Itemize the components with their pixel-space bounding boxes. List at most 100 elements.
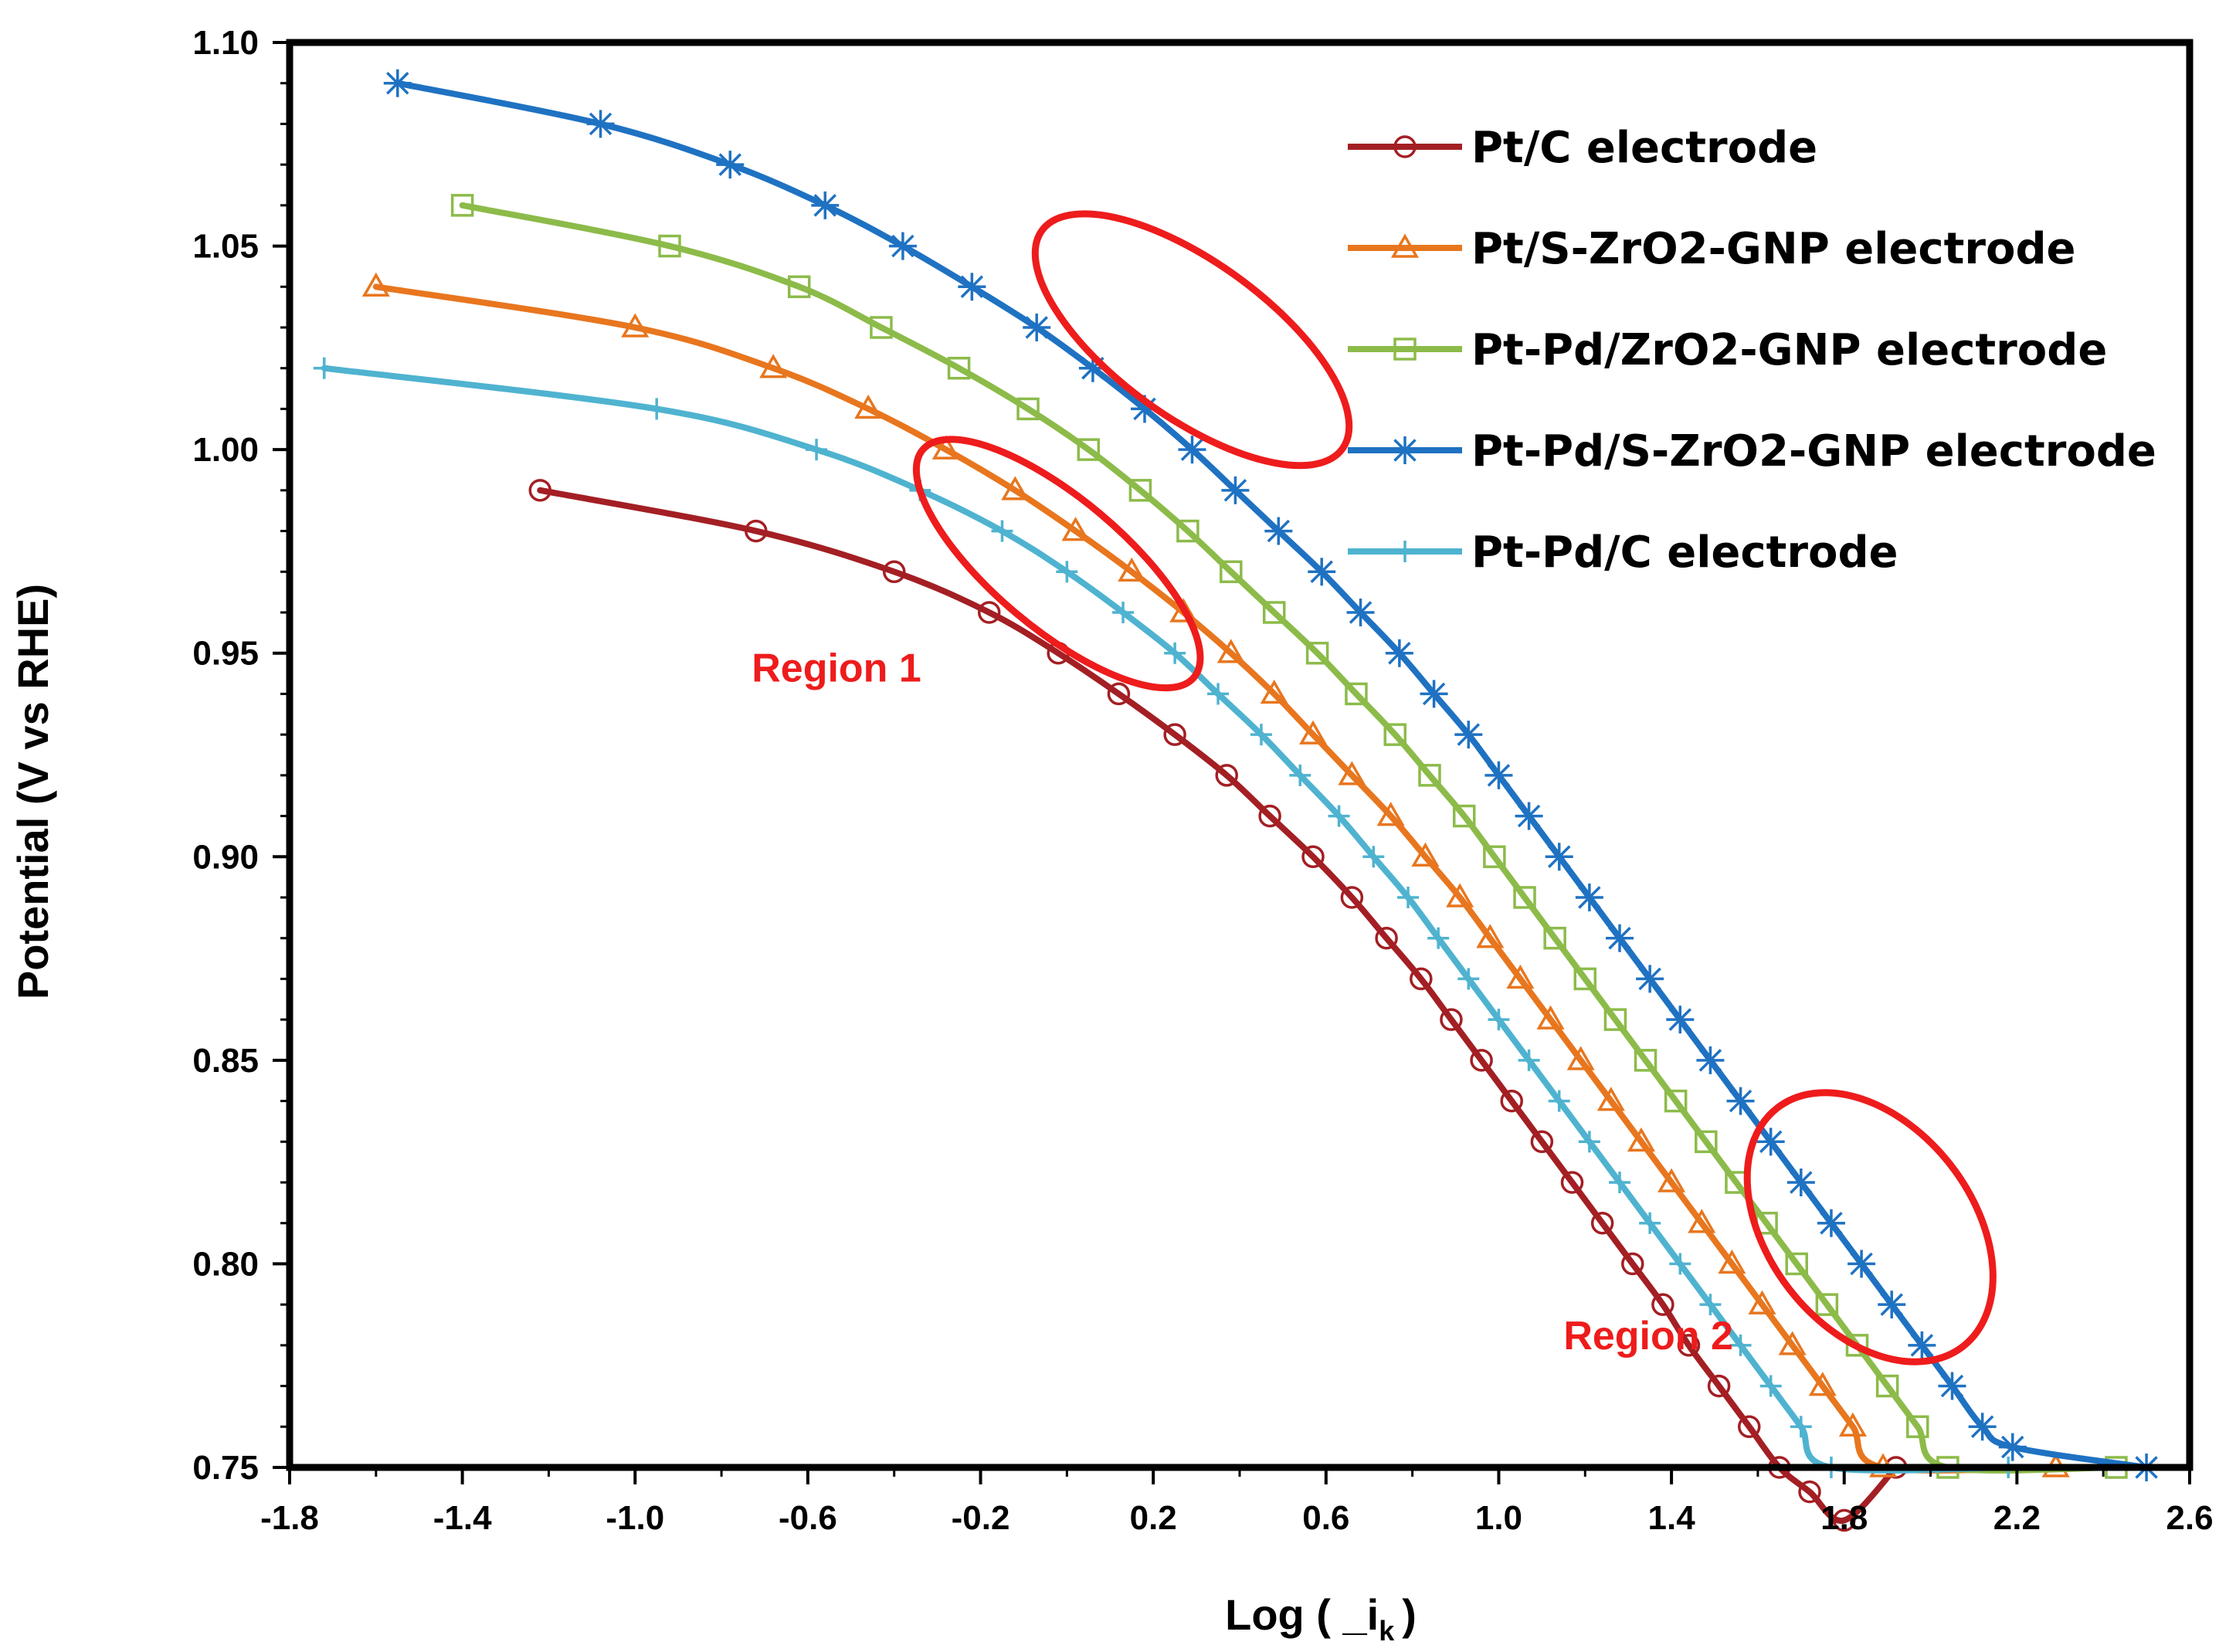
series-line — [321, 365, 2012, 1474]
legend-label: Pt-Pd/C electrode — [1471, 527, 1898, 578]
y-tick-label: 0.95 — [192, 635, 259, 673]
region-label: Region 1 — [752, 646, 921, 691]
data-point-marker — [1056, 561, 1078, 583]
legend-entry: Pt/S-ZrO2-GNP electrode — [1348, 224, 2076, 274]
data-point-marker — [1385, 639, 1413, 667]
data-point-marker — [1566, 1046, 1595, 1070]
data-point-marker — [854, 394, 883, 419]
x-tick-label: 1.0 — [1475, 1499, 1522, 1537]
legend-marker — [1394, 541, 1416, 562]
data-point-marker — [1001, 476, 1030, 500]
data-point-marker — [1621, 1252, 1644, 1276]
data-point-marker — [1536, 1005, 1565, 1030]
data-point-marker — [1420, 680, 1448, 708]
data-point-marker — [1128, 479, 1152, 502]
data-point-marker — [1418, 764, 1441, 787]
data-point-marker — [1759, 1375, 1782, 1397]
data-point-marker — [1726, 1087, 1755, 1115]
y-axis-title: Potential (V vs RHE) — [8, 584, 57, 999]
y-tick-label: 1.00 — [192, 431, 259, 469]
data-point-marker — [1488, 1009, 1510, 1031]
data-point-marker — [1838, 1412, 1867, 1437]
data-point-marker — [1061, 517, 1090, 541]
data-point-marker — [646, 398, 668, 420]
legend-label: Pt/S-ZrO2-GNP electrode — [1471, 224, 2076, 274]
data-point-marker — [811, 191, 840, 219]
data-point-marker — [1362, 846, 1385, 868]
legend-entry: Pt-Pd/ZrO2-GNP electrode — [1348, 325, 2107, 375]
series-0 — [528, 479, 1908, 1532]
data-point-marker — [1636, 965, 1664, 993]
data-point-marker — [1627, 1127, 1655, 1152]
data-point-marker — [1847, 1250, 1876, 1278]
data-point-marker — [1376, 802, 1405, 826]
data-point-marker — [1756, 1128, 1785, 1156]
data-point-marker — [1664, 1089, 1688, 1113]
data-point-marker — [888, 232, 917, 260]
data-point-marker — [1440, 1008, 1463, 1031]
data-point-marker — [1707, 1374, 1731, 1398]
data-point-marker — [586, 110, 615, 138]
data-point-marker — [1737, 1415, 1761, 1439]
data-point-marker — [621, 313, 650, 338]
data-point-marker — [745, 519, 768, 543]
highlight-ellipses — [912, 210, 1997, 1365]
data-point-marker — [1785, 1252, 1808, 1276]
data-point-marker — [1906, 1415, 1929, 1439]
legend-label: Pt-Pd/ZrO2-GNP electrode — [1471, 325, 2107, 375]
data-point-marker — [1506, 964, 1535, 989]
data-point-marker — [1696, 1046, 1725, 1074]
data-point-marker — [313, 357, 335, 379]
x-tick-label: 2.2 — [1993, 1499, 2041, 1537]
data-point-marker — [1454, 721, 1483, 749]
axis-ticks: -1.8 -1.4 -1.0 -0.6 -0.2 0.2 0.6 1.0 1.4 1.8 2.2 2.… — [192, 24, 2213, 1537]
data-point-marker — [1513, 886, 1536, 909]
data-point-marker — [1938, 1372, 1966, 1400]
data-point-marker — [1308, 558, 1336, 586]
data-point-marker — [1383, 723, 1407, 746]
data-point-marker — [1968, 1413, 1997, 1441]
data-point-marker — [528, 479, 552, 502]
legend-entry: Pt/C electrode — [1348, 123, 1817, 173]
x-tick-label: 0.6 — [1302, 1499, 1349, 1537]
data-point-marker — [1515, 802, 1543, 830]
data-point-marker — [1575, 884, 1603, 911]
data-point-marker — [1548, 1090, 1570, 1112]
data-point-marker — [1397, 887, 1420, 908]
data-point-marker — [1609, 1172, 1630, 1193]
x-tick-label: 0.2 — [1130, 1499, 1177, 1537]
series-4 — [313, 357, 2020, 1478]
y-tick-label: 0.85 — [192, 1042, 259, 1080]
data-point-marker — [1669, 1253, 1691, 1275]
data-point-marker — [1500, 1089, 1523, 1113]
data-point-marker — [1817, 1209, 1845, 1237]
x-tick-label: -1.0 — [606, 1499, 664, 1537]
x-tick-label: -0.6 — [779, 1499, 837, 1537]
data-point-marker — [1790, 1416, 1812, 1438]
legend: Pt/C electrode Pt/S-ZrO2-GNP electrode Pt-… — [1348, 123, 2156, 578]
data-point-marker — [1452, 804, 1476, 828]
legend-entry: Pt-Pd/S-ZrO2-GNP electrode — [1348, 426, 2156, 477]
data-point-marker — [1603, 1008, 1627, 1031]
data-point-marker — [1998, 1433, 2027, 1461]
data-point-marker — [1470, 1049, 1493, 1072]
data-point-marker — [1289, 764, 1311, 786]
legend-entry: Pt-Pd/C electrode — [1348, 527, 1898, 578]
data-point-marker — [1590, 1211, 1614, 1235]
data-point-marker — [1411, 842, 1440, 867]
data-point-marker — [1815, 1293, 1839, 1316]
x-tick-label: 1.4 — [1648, 1499, 1696, 1537]
data-point-marker — [1530, 1130, 1554, 1154]
legend-label: Pt-Pd/S-ZrO2-GNP electrode — [1471, 426, 2156, 477]
x-axis-title-subscript: k — [1379, 1615, 1395, 1647]
data-point-marker — [1832, 1508, 1856, 1532]
region1-lower-ellipse — [912, 436, 1204, 692]
data-point-marker — [1178, 436, 1206, 464]
data-point-marker — [1410, 967, 1433, 991]
data-point-marker — [1543, 926, 1566, 950]
data-point-marker — [1220, 560, 1243, 584]
data-point-marker — [1305, 641, 1329, 665]
data-point-marker — [1483, 845, 1506, 869]
